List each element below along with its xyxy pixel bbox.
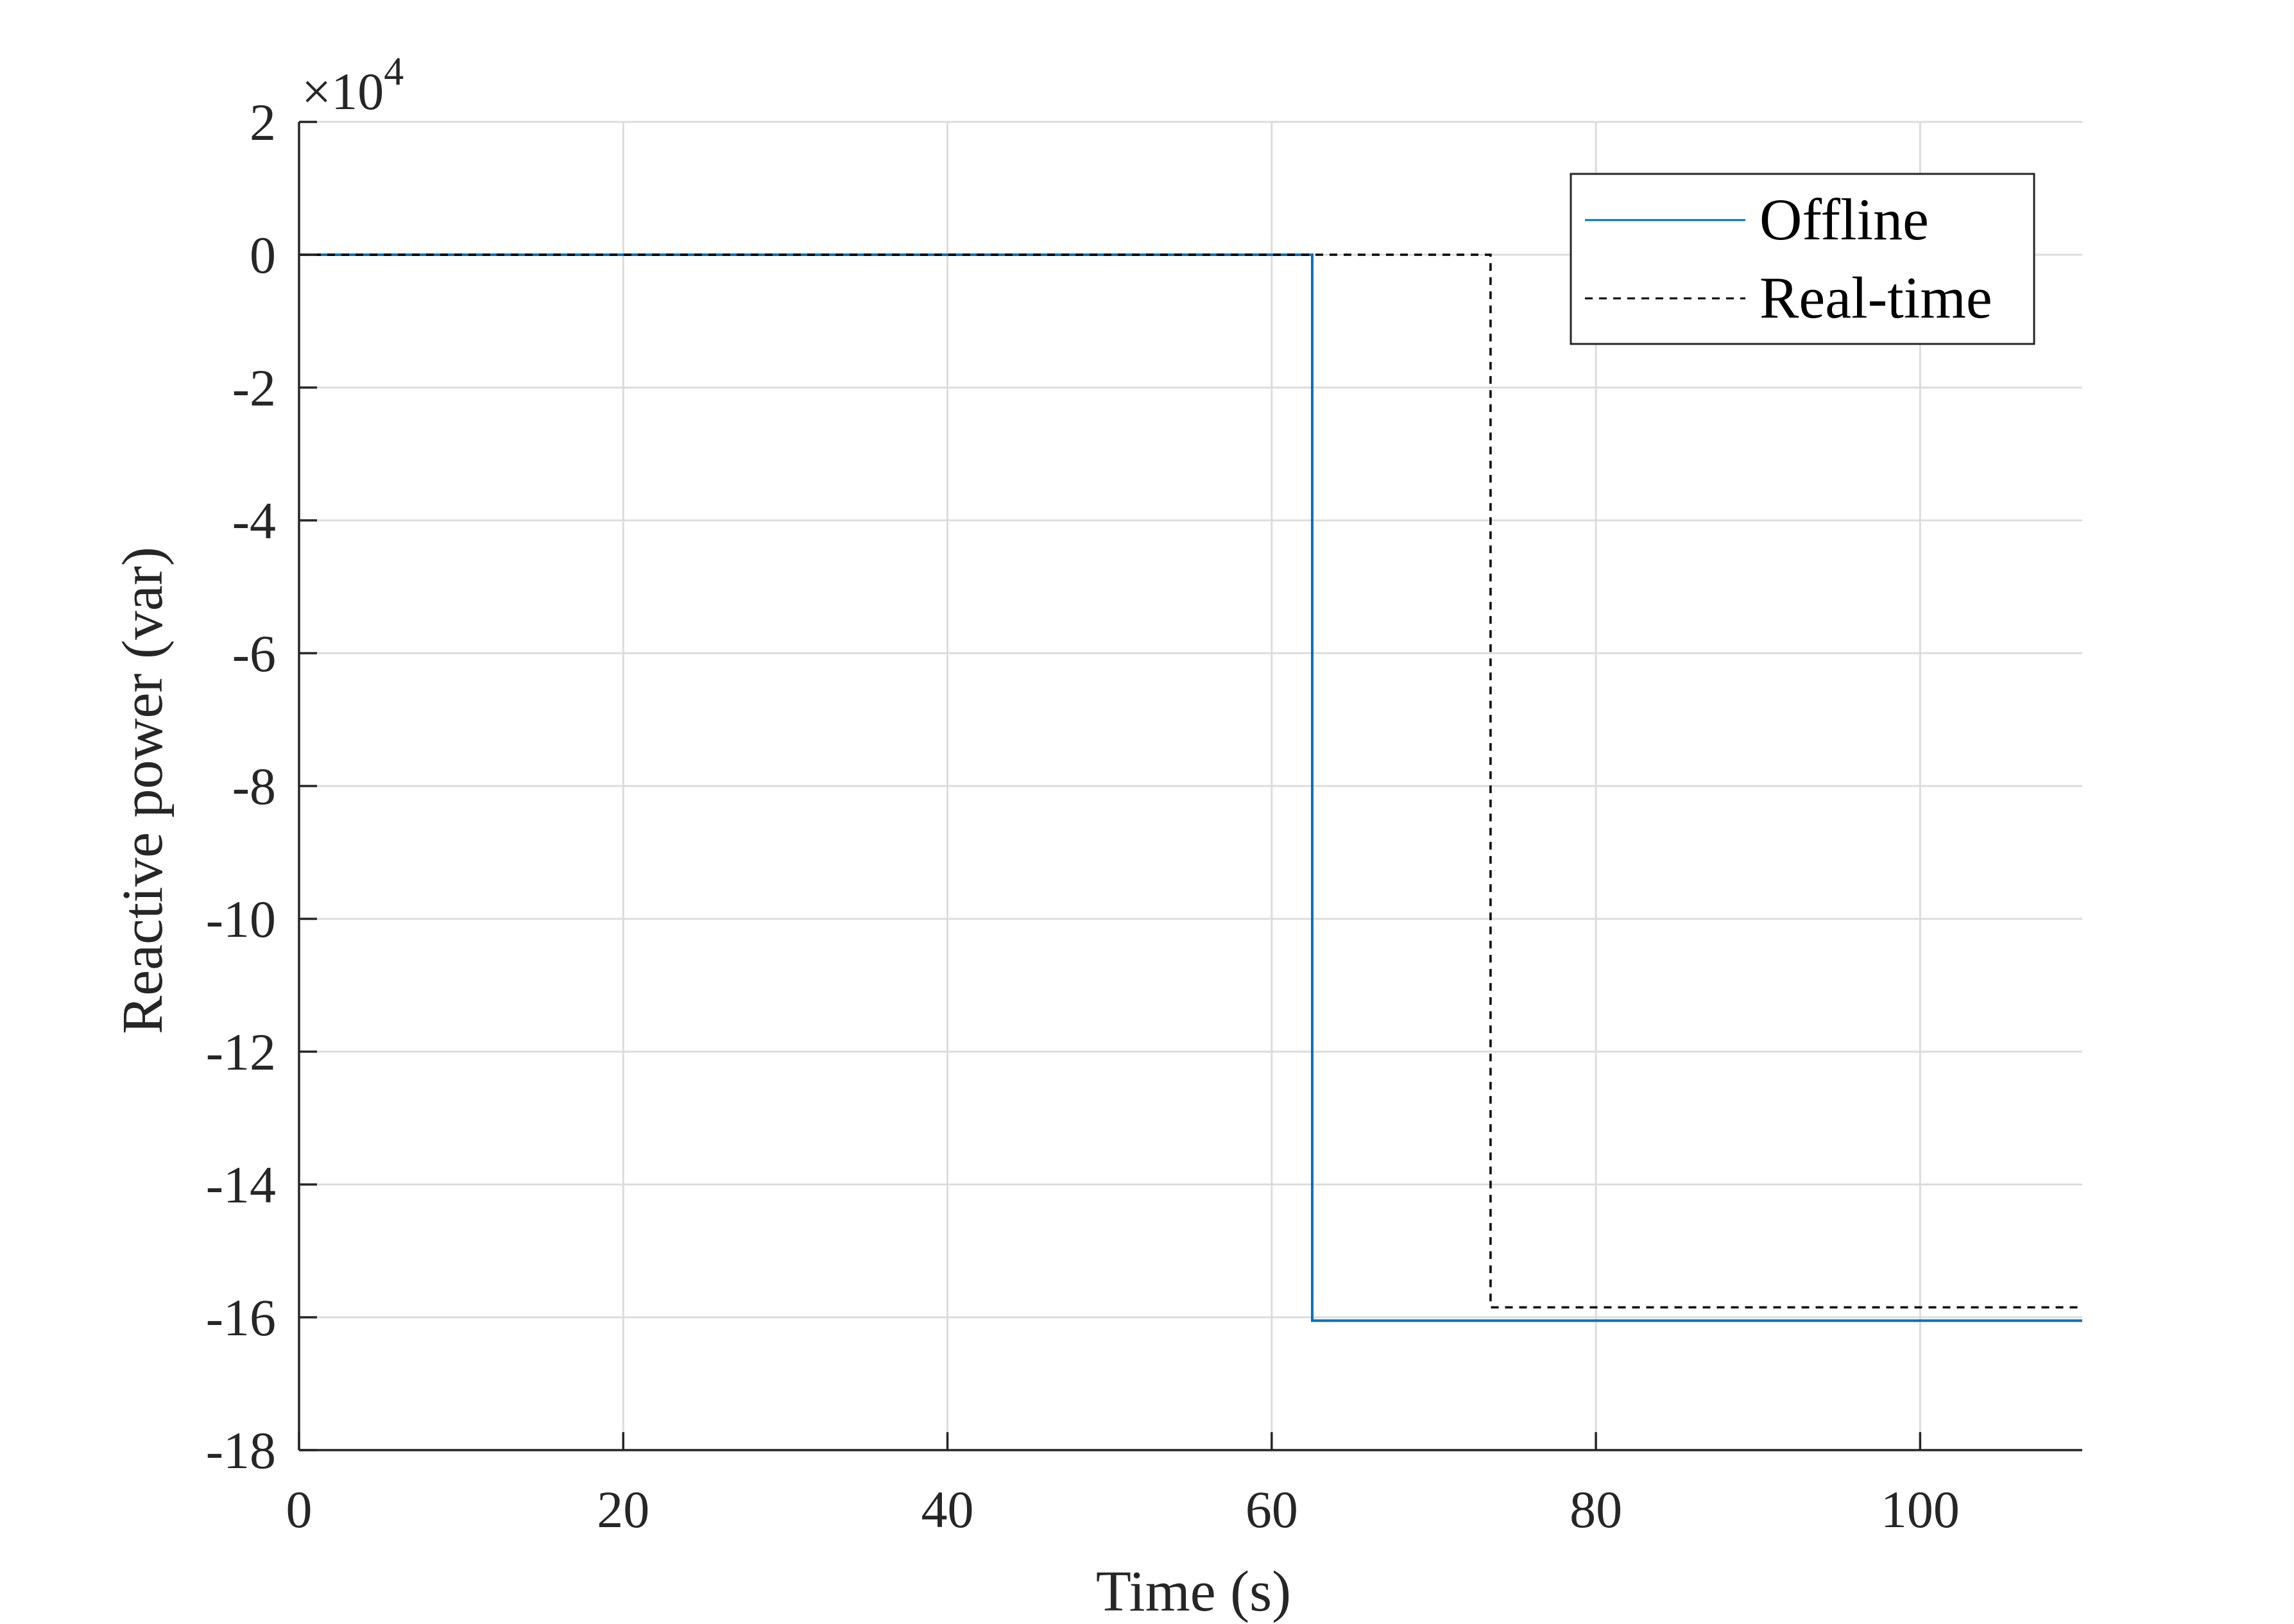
grid [299, 121, 2082, 1450]
x-tick-label-3: 60 [1245, 1480, 1298, 1539]
y-tick-label-8: -14 [206, 1156, 276, 1214]
y-axis-title: Reactive power (var) [111, 547, 175, 1034]
y-tick-label-1: 0 [250, 226, 276, 284]
legend: Offline Real-time [1570, 173, 2035, 345]
x-axis-title: Time (s) [1096, 1560, 1291, 1623]
legend-label-real-time: Real-time [1759, 265, 1992, 330]
y-tick-label-4: -6 [232, 624, 276, 683]
series-line-offline [299, 253, 2082, 1322]
y-tick-label-6: -10 [206, 890, 276, 948]
series-line-real-time [299, 253, 2082, 1309]
x-tick-label-4: 80 [1570, 1480, 1622, 1539]
x-tick-label-1: 20 [597, 1480, 649, 1539]
y-tick-label-3: -4 [232, 491, 276, 550]
y-tick-label-9: -16 [206, 1288, 276, 1347]
y-multiplier: ×104 [302, 50, 404, 121]
y-multiplier-base: ×10 [302, 62, 384, 121]
x-tick-label-0: 0 [286, 1480, 312, 1539]
y-tick-label-10: -18 [206, 1421, 276, 1480]
y-multiplier-exponent: 4 [384, 50, 404, 94]
y-tick-label-0: 2 [250, 93, 276, 151]
y-tick-label-5: -8 [232, 757, 276, 816]
legend-label-offline: Offline [1759, 187, 1929, 252]
x-tick-label-5: 100 [1881, 1480, 1960, 1539]
x-tick-label-2: 40 [921, 1480, 974, 1539]
y-tick-label-2: -2 [232, 359, 276, 417]
y-tick-label-7: -12 [206, 1023, 276, 1081]
series-layer [299, 253, 2082, 1322]
legend-box [1570, 173, 2035, 345]
